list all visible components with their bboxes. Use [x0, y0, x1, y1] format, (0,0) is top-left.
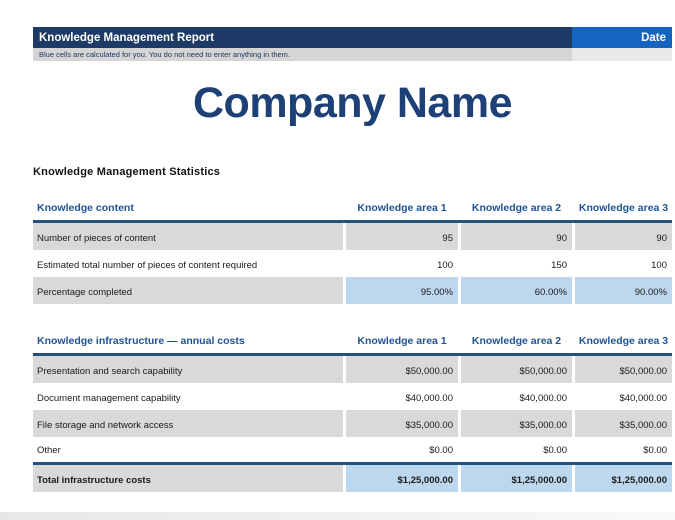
cell-value[interactable]: $0.00 — [429, 445, 453, 456]
row-label[interactable]: Percentage completed — [33, 277, 343, 304]
column-header-area3[interactable]: Knowledge area 3 — [578, 335, 669, 347]
row-label[interactable]: Number of pieces of content — [33, 223, 343, 250]
cell-value[interactable]: $35,000.00 — [461, 410, 572, 437]
table-header-row: Knowledge content Knowledge area 1 Knowl… — [33, 196, 672, 220]
calculated-cell-value[interactable]: 95.00% — [346, 277, 458, 304]
note-strip-pad — [572, 48, 672, 61]
column-header-area2[interactable]: Knowledge area 2 — [471, 202, 562, 214]
knowledge-infrastructure-table: Knowledge infrastructure — annual costs … — [33, 330, 672, 492]
cell-value[interactable]: $35,000.00 — [575, 410, 672, 437]
company-name-cell[interactable]: Company Name — [193, 79, 512, 127]
table-row: Other $0.00 $0.00 $0.00 — [33, 437, 672, 462]
note-strip: Blue cells are calculated for you. You d… — [33, 48, 672, 61]
cell-value[interactable]: 90 — [575, 223, 672, 250]
header-rule — [33, 220, 672, 223]
row-label[interactable]: Document management capability — [37, 393, 181, 404]
row-label[interactable]: Other — [37, 445, 61, 456]
cell-value[interactable]: $40,000.00 — [619, 393, 667, 404]
table-row: Number of pieces of content 95 90 90 — [33, 223, 672, 250]
window-bottom-edge — [0, 512, 675, 520]
total-row: Total infrastructure costs $1,25,000.00 … — [33, 465, 672, 492]
cell-value[interactable]: $0.00 — [643, 445, 667, 456]
table-row: Estimated total number of pieces of cont… — [33, 250, 672, 277]
column-header-area1[interactable]: Knowledge area 1 — [357, 335, 447, 347]
cell-value[interactable]: $0.00 — [543, 445, 567, 456]
date-cell[interactable]: Date — [572, 27, 672, 48]
cell-value[interactable]: $50,000.00 — [575, 356, 672, 383]
table-row: Document management capability $40,000.0… — [33, 383, 672, 410]
row-label[interactable]: Presentation and search capability — [33, 356, 343, 383]
cell-value[interactable]: $50,000.00 — [346, 356, 458, 383]
knowledge-content-table: Knowledge content Knowledge area 1 Knowl… — [33, 196, 672, 304]
cell-value[interactable]: $40,000.00 — [405, 393, 453, 404]
table-title[interactable]: Knowledge infrastructure — annual costs — [37, 335, 245, 347]
header-rule — [33, 353, 672, 356]
cell-value[interactable]: 150 — [551, 260, 567, 271]
calculated-cell-value[interactable]: 90.00% — [575, 277, 672, 304]
calculated-cell-value[interactable]: $1,25,000.00 — [346, 465, 458, 492]
cell-value[interactable]: 100 — [437, 260, 453, 271]
section-title: Knowledge Management Statistics — [33, 166, 221, 178]
calculated-cell-value[interactable]: $1,25,000.00 — [461, 465, 572, 492]
column-header-area1[interactable]: Knowledge area 1 — [357, 202, 447, 214]
total-row-label[interactable]: Total infrastructure costs — [33, 465, 343, 492]
column-header-area3[interactable]: Knowledge area 3 — [578, 202, 669, 214]
report-banner: Knowledge Management Report Date — [33, 27, 672, 48]
column-header-area2[interactable]: Knowledge area 2 — [471, 335, 562, 347]
report-title: Knowledge Management Report — [33, 27, 572, 48]
row-label[interactable]: File storage and network access — [33, 410, 343, 437]
table-row: Presentation and search capability $50,0… — [33, 356, 672, 383]
calculated-cell-value[interactable]: 60.00% — [461, 277, 572, 304]
cell-value[interactable]: $40,000.00 — [519, 393, 567, 404]
cell-value[interactable]: $50,000.00 — [461, 356, 572, 383]
table-header-row: Knowledge infrastructure — annual costs … — [33, 330, 672, 353]
cell-value[interactable]: 100 — [651, 260, 667, 271]
cell-value[interactable]: 90 — [461, 223, 572, 250]
table-title[interactable]: Knowledge content — [37, 202, 134, 214]
table-row: File storage and network access $35,000.… — [33, 410, 672, 437]
table-row: Percentage completed 95.00% 60.00% 90.00… — [33, 277, 672, 304]
row-label[interactable]: Estimated total number of pieces of cont… — [37, 260, 258, 271]
total-rule — [33, 462, 672, 465]
note-text: Blue cells are calculated for you. You d… — [33, 48, 572, 61]
cell-value[interactable]: $35,000.00 — [346, 410, 458, 437]
calculated-cell-value[interactable]: $1,25,000.00 — [575, 465, 672, 492]
cell-value[interactable]: 95 — [346, 223, 458, 250]
